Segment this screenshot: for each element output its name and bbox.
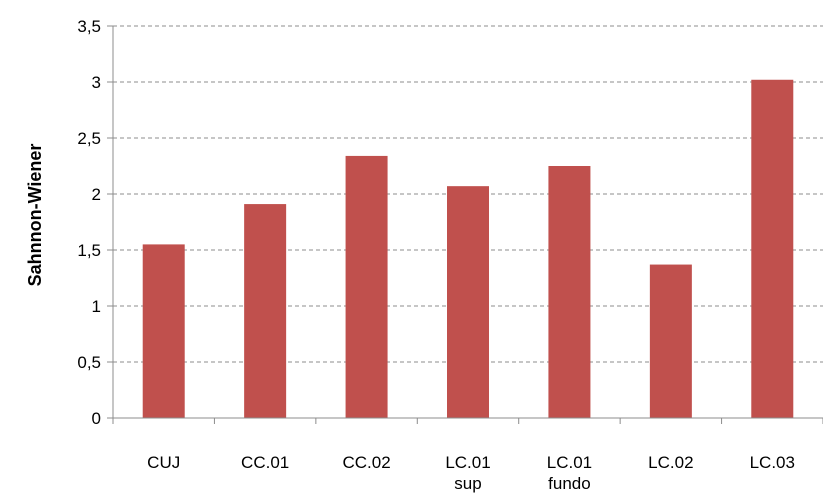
y-tick-labels: 0 0,5 1 1,5 2 2,5 3 3,5	[77, 17, 101, 428]
x-tick-label: fundo	[548, 474, 591, 493]
bar	[447, 186, 489, 418]
gridlines	[113, 25, 823, 363]
x-tick-label: CC.01	[241, 453, 289, 472]
y-tick-label: 1,5	[77, 241, 101, 260]
y-tick-label: 2,5	[77, 129, 101, 148]
x-tick-label: CC.02	[342, 453, 390, 472]
y-tick-label: 1	[92, 297, 101, 316]
y-axis-title: Sahnnon-Wiener	[25, 144, 45, 287]
x-tick-label: LC.02	[648, 453, 693, 472]
axes	[107, 25, 823, 424]
y-tick-label: 3,5	[77, 17, 101, 36]
x-tick-label: LC.01	[547, 453, 592, 472]
x-tick-label: LC.01	[445, 453, 490, 472]
bar	[649, 264, 692, 418]
bar	[751, 79, 794, 418]
x-tick-label: sup	[454, 474, 481, 493]
bar	[345, 155, 388, 419]
x-tick-label: LC.03	[750, 453, 795, 472]
bars	[142, 79, 794, 419]
y-tick-label: 0	[92, 409, 101, 428]
bar	[244, 204, 287, 418]
x-tick-label: CUJ	[147, 453, 180, 472]
x-tick-labels: CUJ CC.01 CC.02 LC.01 sup LC.01 fundo LC.02 LC.0…	[147, 453, 795, 493]
y-tick-label: 0,5	[77, 353, 101, 372]
y-tick-label: 3	[92, 73, 101, 92]
bar	[548, 166, 591, 418]
y-tick-label: 2	[92, 185, 101, 204]
bar	[142, 244, 185, 418]
